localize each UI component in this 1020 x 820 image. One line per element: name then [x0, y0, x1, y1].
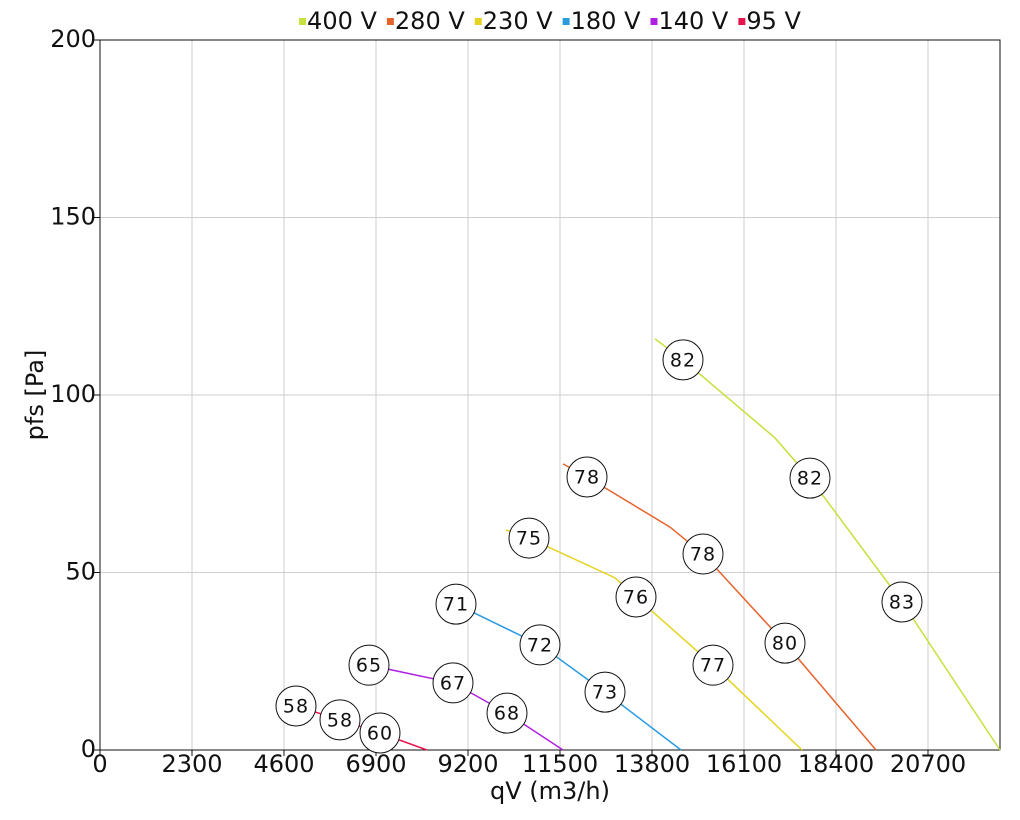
point-label-circle [615, 576, 657, 618]
point-label: 80 [772, 633, 798, 655]
point-label: 71 [443, 594, 469, 616]
legend-label: 180 V [571, 7, 641, 35]
point-label: 73 [592, 682, 618, 704]
point-label: 77 [700, 655, 726, 677]
y-tick-label: 200 [50, 25, 96, 53]
point-label-circle [682, 533, 724, 575]
point-label-circle [348, 644, 390, 686]
point-label: 78 [574, 467, 600, 489]
x-tick-label: 20700 [890, 750, 966, 778]
x-tick-label: 11500 [522, 750, 598, 778]
series-line [368, 664, 564, 751]
x-tick-label: 0 [92, 750, 107, 778]
legend-swatch [386, 18, 394, 25]
point-label-circle [432, 662, 474, 704]
legend-label: 400 V [307, 7, 377, 35]
point-label: 76 [623, 586, 649, 608]
y-tick-label: 100 [50, 380, 96, 408]
legend-label: 140 V [658, 7, 728, 35]
point-label-circle [486, 692, 528, 734]
point-label: 58 [283, 695, 309, 717]
x-axis-title: qV (m3/h) [490, 777, 610, 805]
point-label: 72 [527, 634, 553, 656]
y-tick-label: 50 [65, 558, 96, 586]
point-label: 67 [440, 672, 466, 694]
point-label-circle [359, 712, 401, 754]
point-label: 60 [367, 722, 393, 744]
legend-swatch [562, 18, 570, 25]
x-tick-label: 2300 [161, 750, 222, 778]
point-label-circle [692, 644, 734, 686]
x-tick-label: 4600 [253, 750, 314, 778]
legend-swatch [650, 18, 658, 25]
legend-swatch [474, 18, 482, 25]
point-label: 65 [356, 655, 382, 677]
point-label: 78 [690, 544, 716, 566]
x-tick-label: 16100 [706, 750, 782, 778]
point-label-circle [789, 457, 831, 499]
point-label-circle [764, 622, 806, 664]
legend-label: 280 V [395, 7, 465, 35]
point-label-circle [881, 581, 923, 623]
point-label: 82 [797, 468, 823, 490]
x-tick-label: 6900 [345, 750, 406, 778]
point-label-circle [584, 671, 626, 713]
point-label: 75 [516, 528, 542, 550]
y-tick-label: 0 [81, 735, 96, 763]
series-line [295, 705, 428, 751]
legend-swatch [738, 18, 746, 25]
y-axis-title: pfs [Pa] [21, 350, 49, 441]
point-label: 82 [670, 349, 696, 371]
point-label-circle [275, 685, 317, 727]
legend-label: 230 V [483, 7, 553, 35]
legend: 400 V 280 V 230 V 180 V 140 V 95 V [299, 7, 802, 35]
point-label-circle [508, 517, 550, 559]
x-tick-label: 13800 [614, 750, 690, 778]
x-tick-label: 9200 [437, 750, 498, 778]
point-label: 83 [889, 591, 915, 613]
series-line [455, 603, 682, 751]
point-label-circle [519, 624, 561, 666]
legend-swatch [299, 18, 307, 25]
point-label-circle [566, 456, 608, 498]
plot-frame [99, 39, 1001, 751]
point-label-circle [319, 699, 361, 741]
x-tick-label: 18400 [798, 750, 874, 778]
y-tick-label: 150 [50, 203, 96, 231]
point-label: 58 [327, 709, 353, 731]
point-label-circle [662, 339, 704, 381]
legend-label: 95 V [746, 7, 801, 35]
point-label-circle [435, 583, 477, 625]
point-label: 68 [494, 703, 520, 725]
